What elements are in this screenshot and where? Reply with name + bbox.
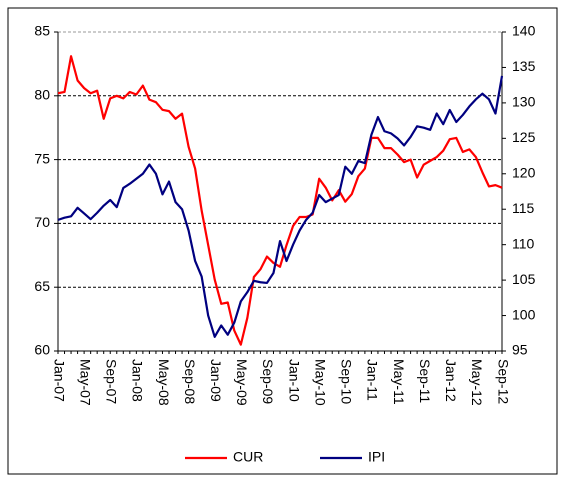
x-tick-label: Jan-12 — [443, 359, 459, 402]
y-tick-label: 70 — [34, 214, 50, 230]
x-tick-label: Sep-09 — [260, 359, 276, 404]
x-tick-label: Jan-11 — [365, 359, 381, 401]
x-tick-label: Sep-12 — [495, 359, 511, 404]
y2-tick-label: 140 — [512, 23, 536, 39]
x-tick-label: Sep-10 — [339, 359, 355, 404]
x-tick-label: May-09 — [234, 359, 250, 406]
x-tick-label: Jan-07 — [51, 359, 67, 402]
y2-tick-label: 125 — [512, 129, 536, 145]
y2-tick-label: 105 — [512, 271, 536, 287]
x-tick-label: May-07 — [77, 359, 93, 406]
y2-tick-label: 100 — [512, 306, 536, 322]
y-tick-label: 65 — [34, 278, 50, 294]
x-tick-label: May-11 — [391, 359, 407, 405]
y2-tick-label: 135 — [512, 58, 536, 74]
x-tick-label: Jan-09 — [208, 359, 224, 402]
chart-frame — [7, 7, 558, 475]
x-tick-label: May-12 — [469, 359, 485, 406]
series-line — [57, 55, 503, 346]
x-tick-label: Sep-08 — [182, 359, 198, 404]
y2-tick-label: 115 — [512, 200, 535, 216]
y-tick-label: 60 — [34, 342, 50, 358]
legend-label: IPI — [368, 449, 385, 465]
y-tick-label: 80 — [34, 87, 50, 103]
y-tick-label: 75 — [34, 150, 50, 166]
legend-label: CUR — [233, 449, 263, 465]
y2-tick-label: 110 — [512, 235, 535, 251]
y2-tick-label: 120 — [512, 164, 536, 180]
x-tick-label: May-08 — [156, 359, 172, 406]
y2-tick-label: 130 — [512, 94, 536, 110]
x-tick-label: Sep-07 — [104, 359, 120, 404]
series-line — [57, 75, 504, 338]
y-tick-label: 85 — [34, 23, 50, 39]
x-tick-label: May-10 — [312, 359, 328, 406]
y2-tick-label: 95 — [512, 342, 528, 358]
x-tick-label: Jan-10 — [286, 359, 302, 402]
x-tick-label: Sep-11 — [417, 359, 433, 403]
x-tick-label: Jan-08 — [130, 359, 146, 402]
